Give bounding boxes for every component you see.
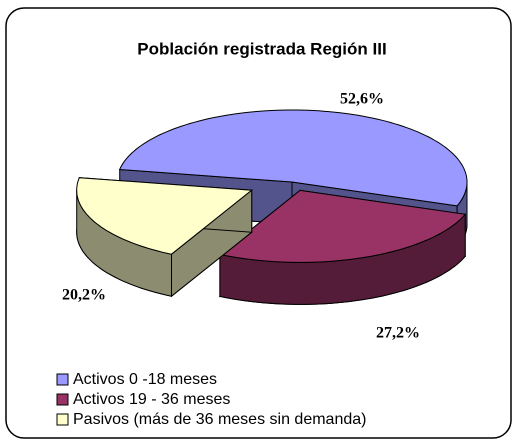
pie: 52,6% 27,2% 20,2% bbox=[62, 91, 468, 342]
slice bbox=[218, 189, 467, 263]
legend-label: Activos 0 -18 meses bbox=[73, 371, 217, 388]
legend-swatch bbox=[56, 393, 69, 406]
legend-swatch bbox=[56, 413, 69, 426]
legend-label: Pasivos (más de 36 meses sin demanda) bbox=[73, 411, 366, 428]
chart-title: Población registrada Región III bbox=[137, 39, 386, 58]
legend-swatch bbox=[56, 373, 69, 386]
legend-label: Activos 19 - 36 meses bbox=[73, 391, 230, 408]
data-label: 27,2% bbox=[376, 325, 420, 342]
legend: Activos 0 -18 meses Activos 19 - 36 meses… bbox=[56, 371, 366, 428]
data-label: 20,2% bbox=[62, 287, 106, 304]
slice bbox=[76, 177, 254, 255]
data-label: 52,6% bbox=[340, 91, 384, 108]
slice bbox=[118, 109, 468, 207]
